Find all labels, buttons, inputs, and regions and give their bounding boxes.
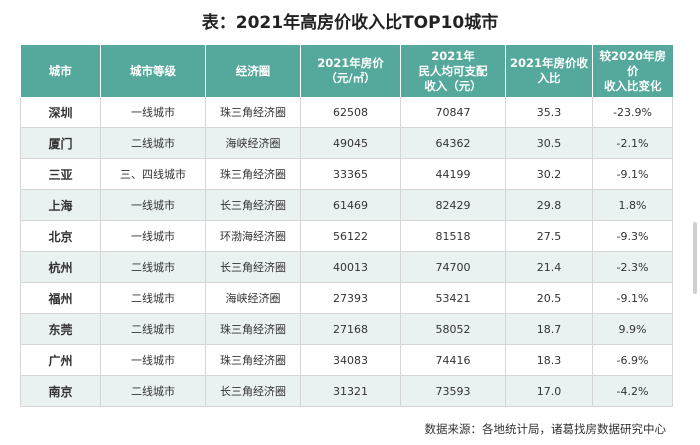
data-table: 城市 城市等级 经济圈 2021年房价 （元/㎡） 2021年 民人均可支配 收入（元）…	[20, 45, 673, 407]
table-cell: 49045	[300, 127, 401, 159]
table-row: 三亚 三、四线城市 珠三角经济圈 33365 44199 30.2 -9.1%	[20, 158, 673, 190]
table-row: 杭州 二线城市 长三角经济圈 40013 74700 21.4 -2.3%	[20, 251, 673, 283]
column-header: 2021年房价收 入比	[505, 45, 593, 97]
column-header: 较2020年房价 收入比变化	[592, 45, 673, 97]
table-cell: -9.1%	[592, 282, 673, 314]
city-cell: 广州	[20, 344, 101, 376]
table-cell: 30.2	[505, 158, 593, 190]
table-row: 深圳 一线城市 珠三角经济圈 62508 70847 35.3 -23.9%	[20, 97, 673, 128]
table-cell: 33365	[300, 158, 401, 190]
table-cell: 长三角经济圈	[205, 251, 301, 283]
table-cell: 70847	[400, 97, 506, 128]
table-cell: 73593	[400, 375, 506, 407]
table-cell: 56122	[300, 220, 401, 252]
table-cell: 30.5	[505, 127, 593, 159]
table-cell: 61469	[300, 189, 401, 221]
table-cell: 81518	[400, 220, 506, 252]
table-cell: 二线城市	[100, 313, 206, 345]
table-row: 东莞 二线城市 珠三角经济圈 27168 58052 18.7 9.9%	[20, 313, 673, 345]
table-cell: 21.4	[505, 251, 593, 283]
table-cell: 62508	[300, 97, 401, 128]
table-cell: 二线城市	[100, 375, 206, 407]
table-cell: 珠三角经济圈	[205, 344, 301, 376]
table-cell: 一线城市	[100, 97, 206, 128]
table-row: 北京 一线城市 环渤海经济圈 56122 81518 27.5 -9.3%	[20, 220, 673, 252]
table-cell: -2.1%	[592, 127, 673, 159]
table-cell: -6.9%	[592, 344, 673, 376]
column-header: 城市	[20, 45, 101, 97]
table-cell: 二线城市	[100, 251, 206, 283]
table-cell: 海峡经济圈	[205, 282, 301, 314]
scrollbar[interactable]	[693, 222, 697, 294]
table-cell: 环渤海经济圈	[205, 220, 301, 252]
table-cell: 长三角经济圈	[205, 189, 301, 221]
table-row: 福州 二线城市 海峡经济圈 27393 53421 20.5 -9.1%	[20, 282, 673, 314]
table-cell: 53421	[400, 282, 506, 314]
column-header: 2021年 民人均可支配 收入（元）	[400, 45, 506, 97]
table-cell: 9.9%	[592, 313, 673, 345]
table-cell: -23.9%	[592, 97, 673, 128]
table-cell: 74700	[400, 251, 506, 283]
table-cell: -9.1%	[592, 158, 673, 190]
table-cell: 44199	[400, 158, 506, 190]
table-cell: 二线城市	[100, 127, 206, 159]
table-cell: 74416	[400, 344, 506, 376]
table-cell: 二线城市	[100, 282, 206, 314]
table-cell: -2.3%	[592, 251, 673, 283]
city-cell: 东莞	[20, 313, 101, 345]
city-cell: 深圳	[20, 97, 101, 128]
table-cell: 31321	[300, 375, 401, 407]
table-cell: 35.3	[505, 97, 593, 128]
table-cell: 27393	[300, 282, 401, 314]
table-cell: 三、四线城市	[100, 158, 206, 190]
table-cell: 40013	[300, 251, 401, 283]
table-row: 南京 二线城市 长三角经济圈 31321 73593 17.0 -4.2%	[20, 375, 673, 407]
table-cell: 18.7	[505, 313, 593, 345]
table-cell: 海峡经济圈	[205, 127, 301, 159]
table-cell: 18.3	[505, 344, 593, 376]
city-cell: 杭州	[20, 251, 101, 283]
table-cell: 一线城市	[100, 220, 206, 252]
table-cell: 长三角经济圈	[205, 375, 301, 407]
table-cell: 珠三角经济圈	[205, 97, 301, 128]
source-note: 数据来源：各地统计局，诸葛找房数据研究中心	[424, 422, 667, 436]
header-row: 城市 城市等级 经济圈 2021年房价 （元/㎡） 2021年 民人均可支配 收入（元）…	[20, 45, 673, 97]
table-title: 表：2021年高房价收入比TOP10城市	[201, 13, 499, 33]
column-header: 经济圈	[205, 45, 301, 97]
table-cell: 27168	[300, 313, 401, 345]
table-cell: 一线城市	[100, 189, 206, 221]
table-cell: -9.3%	[592, 220, 673, 252]
table-cell: 34083	[300, 344, 401, 376]
city-cell: 厦门	[20, 127, 101, 159]
table-cell: 27.5	[505, 220, 593, 252]
table-cell: 1.8%	[592, 189, 673, 221]
table-cell: 20.5	[505, 282, 593, 314]
table-cell: 82429	[400, 189, 506, 221]
city-cell: 三亚	[20, 158, 101, 190]
city-cell: 南京	[20, 375, 101, 407]
table-row: 上海 一线城市 长三角经济圈 61469 82429 29.8 1.8%	[20, 189, 673, 221]
city-cell: 福州	[20, 282, 101, 314]
table-cell: 64362	[400, 127, 506, 159]
table-row: 广州 一线城市 珠三角经济圈 34083 74416 18.3 -6.9%	[20, 344, 673, 376]
city-cell: 上海	[20, 189, 101, 221]
table-cell: 29.8	[505, 189, 593, 221]
column-header: 2021年房价 （元/㎡）	[300, 45, 401, 97]
table-cell: 17.0	[505, 375, 593, 407]
column-header: 城市等级	[100, 45, 206, 97]
city-cell: 北京	[20, 220, 101, 252]
table-cell: 珠三角经济圈	[205, 158, 301, 190]
table-cell: 58052	[400, 313, 506, 345]
table-cell: 一线城市	[100, 344, 206, 376]
table-cell: 珠三角经济圈	[205, 313, 301, 345]
table-cell: -4.2%	[592, 375, 673, 407]
table-row: 厦门 二线城市 海峡经济圈 49045 64362 30.5 -2.1%	[20, 127, 673, 159]
